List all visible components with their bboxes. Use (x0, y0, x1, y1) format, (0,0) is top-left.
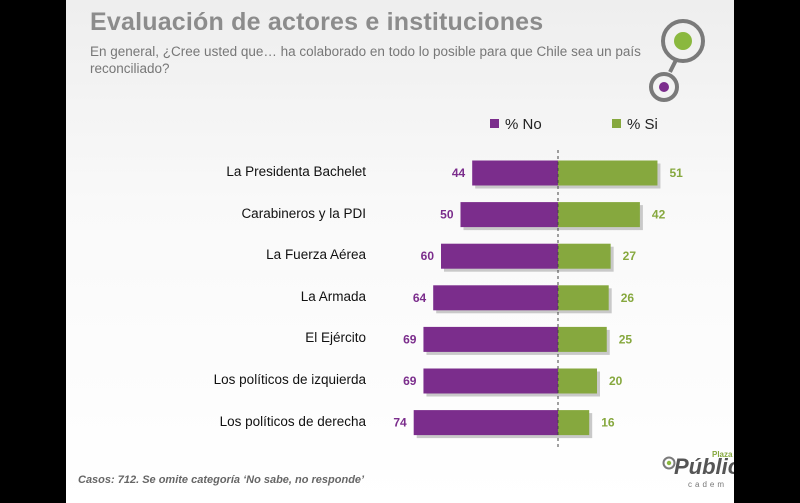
category-label: La Fuerza Aérea (266, 247, 366, 263)
legend-item-si: % Si (612, 116, 658, 133)
bar-si (558, 326, 607, 352)
value-label-no: 69 (403, 374, 417, 388)
slide: Evaluación de actores e instituciones En… (66, 0, 734, 503)
chart-plot: 44 51 50 42 60 27 64 26 69 25 69 20 74 16 (393, 150, 683, 450)
bar-no (423, 326, 558, 352)
bar-si (558, 160, 658, 186)
bar-si (558, 243, 611, 269)
category-label: Los políticos de izquierda (213, 372, 366, 387)
legend-item-no: % No (490, 116, 542, 133)
category-label: El Ejército (305, 330, 366, 346)
chart-subtitle: En general, ¿Cree usted que… ha colabora… (90, 44, 641, 76)
bar-no (423, 368, 558, 394)
value-label-si: 42 (652, 208, 666, 222)
brand-sub: cadem (688, 480, 728, 489)
legend-label-si: % Si (627, 116, 658, 133)
chart-title: Evaluación de actores e instituciones (90, 8, 544, 36)
value-label-si: 26 (621, 291, 635, 305)
value-label-no: 74 (393, 416, 407, 430)
brand-name: Pública (674, 454, 734, 479)
value-label-si: 25 (619, 332, 633, 346)
value-label-si: 16 (601, 416, 615, 430)
brand-top: Plaza (712, 450, 733, 459)
bar-no (413, 410, 558, 436)
brand-rings-icon (649, 19, 705, 102)
value-label-no: 50 (440, 208, 454, 222)
value-label-no: 44 (452, 166, 466, 180)
category-label: Los políticos de derecha (219, 413, 366, 429)
bar-no (460, 202, 558, 228)
brand-dot-icon (662, 456, 676, 470)
legend-swatch-si (612, 119, 621, 128)
value-label-si: 27 (623, 249, 637, 263)
bar-no (433, 285, 558, 311)
value-label-si: 51 (669, 166, 683, 180)
category-label: La Presidenta Bachelet (226, 164, 366, 179)
value-label-no: 64 (413, 291, 427, 305)
bar-no (441, 243, 558, 269)
bar-si (558, 285, 609, 311)
bar-no (472, 160, 558, 186)
legend-label-no: % No (505, 116, 542, 133)
value-label-si: 20 (609, 374, 623, 388)
bar-si (558, 202, 640, 228)
value-label-no: 69 (403, 332, 417, 346)
value-label-no: 60 (421, 249, 435, 263)
category-label: La Armada (300, 288, 366, 304)
bar-si (558, 410, 590, 436)
legend-swatch-no (490, 119, 499, 128)
bar-si (558, 368, 597, 394)
category-label: Carabineros y la PDI (241, 205, 366, 221)
footnote: Casos: 712. Se omite categoría ‘No sabe,… (78, 474, 365, 486)
